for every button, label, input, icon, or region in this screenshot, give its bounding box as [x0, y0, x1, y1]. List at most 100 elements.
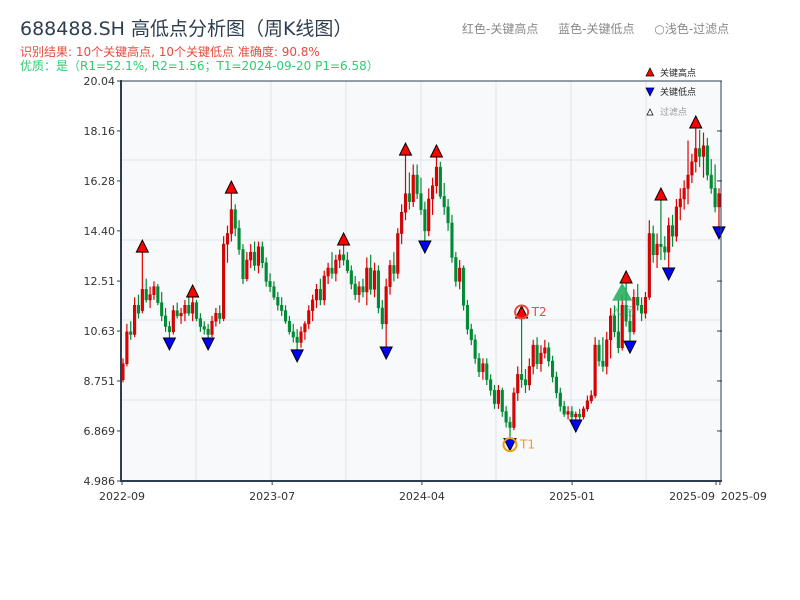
candle-body: [636, 297, 640, 306]
key-low-marker-icon: [418, 240, 432, 255]
candle-body: [307, 310, 311, 325]
markers: [135, 114, 726, 452]
legend-high-label: 关键高点: [660, 67, 696, 79]
key-low-marker-icon: [568, 419, 583, 434]
candle-body: [585, 400, 589, 410]
candle-body: [458, 267, 462, 282]
candle-body: [136, 305, 141, 314]
candle-body: [682, 188, 686, 200]
candle-body: [698, 148, 702, 157]
candle-body: [353, 283, 357, 295]
key-low-marker-icon: [162, 337, 177, 352]
candle-body: [581, 408, 586, 418]
candle-body: [369, 267, 373, 290]
key-low-marker-icon: [290, 349, 304, 364]
candle-body: [527, 366, 531, 386]
candle-body: [477, 358, 481, 372]
candles: [121, 128, 721, 439]
candle-body: [222, 243, 226, 319]
candle-body: [442, 196, 446, 208]
candle-body: [272, 286, 276, 298]
candle-body: [651, 233, 655, 256]
color-legend-text: 红色-关键高点 蓝色-关键低点 ○浅色-过滤点: [462, 20, 729, 37]
candle-body: [183, 305, 187, 314]
candle-body: [578, 413, 582, 418]
chart-title: 688488.SH 高低点分析图（周K线图）: [20, 18, 353, 40]
candle-body: [674, 206, 678, 237]
candle-body: [593, 344, 597, 396]
candle-body: [678, 198, 682, 208]
candle-body: [330, 267, 334, 274]
candle-body: [373, 270, 377, 290]
candle-body: [612, 315, 617, 333]
candle-body: [400, 212, 404, 234]
key-low-marker-icon: [379, 346, 393, 361]
candle-body: [705, 145, 709, 176]
candle-body: [303, 323, 307, 333]
candle-body: [601, 360, 605, 367]
entry-marker-icon: [612, 282, 633, 301]
candle-body: [214, 312, 218, 322]
candle-body: [659, 243, 663, 248]
key-high-marker-icon: [654, 186, 668, 201]
axes: 20.04 18.16 16.28 14.40 12.51 10.63 8.751 6.869…: [84, 75, 767, 503]
candle-body: [574, 413, 578, 418]
x-tick-label: 2022-09: [99, 490, 145, 503]
candle-body: [287, 320, 291, 333]
key-low-marker-icon: [201, 337, 215, 352]
candle-body: [500, 390, 504, 412]
candle-body: [191, 302, 195, 314]
key-high-marker-icon: [398, 142, 413, 156]
candle-body: [423, 209, 427, 232]
candle-body: [264, 262, 268, 282]
candle-body: [597, 344, 601, 362]
candle-body: [218, 312, 222, 319]
candle-body: [523, 379, 528, 386]
candle-body: [187, 305, 191, 314]
candle-body: [283, 310, 288, 322]
t2-label: T2: [531, 305, 547, 319]
candle-body: [342, 254, 346, 261]
legend-red-text: 红色-关键高点: [462, 22, 539, 36]
candle-body: [566, 411, 570, 415]
candle-body: [198, 318, 202, 327]
candle-body: [210, 320, 214, 335]
candle-body: [365, 267, 369, 293]
candle-body: [558, 392, 562, 407]
candle-body: [202, 326, 206, 330]
candle-body: [225, 233, 230, 245]
y-tick-label: 20.04: [84, 75, 116, 88]
candle-body: [620, 305, 624, 349]
key-high-marker-icon: [336, 231, 351, 246]
candle-body: [454, 257, 458, 282]
candle-body: [462, 267, 466, 306]
y-tick-label: 12.51: [84, 275, 116, 288]
candle-body: [535, 344, 539, 364]
candle-body: [179, 312, 183, 317]
candle-body: [345, 259, 350, 271]
legend-light-text: ○浅色-过滤点: [654, 22, 730, 36]
candle-body: [543, 347, 547, 354]
candle-body: [237, 227, 241, 250]
candle-body: [431, 185, 435, 200]
candle-body: [407, 193, 411, 202]
candle-body: [403, 193, 408, 213]
candle-body: [520, 374, 524, 380]
key-low-marker-icon: [661, 267, 676, 282]
key-low-marker-icon: [623, 340, 637, 355]
candle-body: [125, 331, 129, 364]
candle-body: [171, 310, 175, 333]
candle-body: [547, 347, 551, 362]
candle-body: [694, 148, 698, 163]
candle-body: [628, 320, 632, 333]
y-tick-label: 4.986: [84, 475, 116, 488]
candle-body: [338, 254, 342, 261]
key-high-marker-icon: [429, 143, 444, 158]
candle-body: [419, 193, 423, 210]
candle-body: [380, 307, 384, 325]
candle-body: [647, 233, 651, 298]
candle-body: [245, 259, 249, 279]
quality-summary: 优质：是（R1=52.1%, R2=1.56；T1=2024-09-20 P1=…: [20, 59, 379, 73]
candle-body: [570, 411, 574, 418]
key-high-marker-icon: [135, 238, 150, 253]
